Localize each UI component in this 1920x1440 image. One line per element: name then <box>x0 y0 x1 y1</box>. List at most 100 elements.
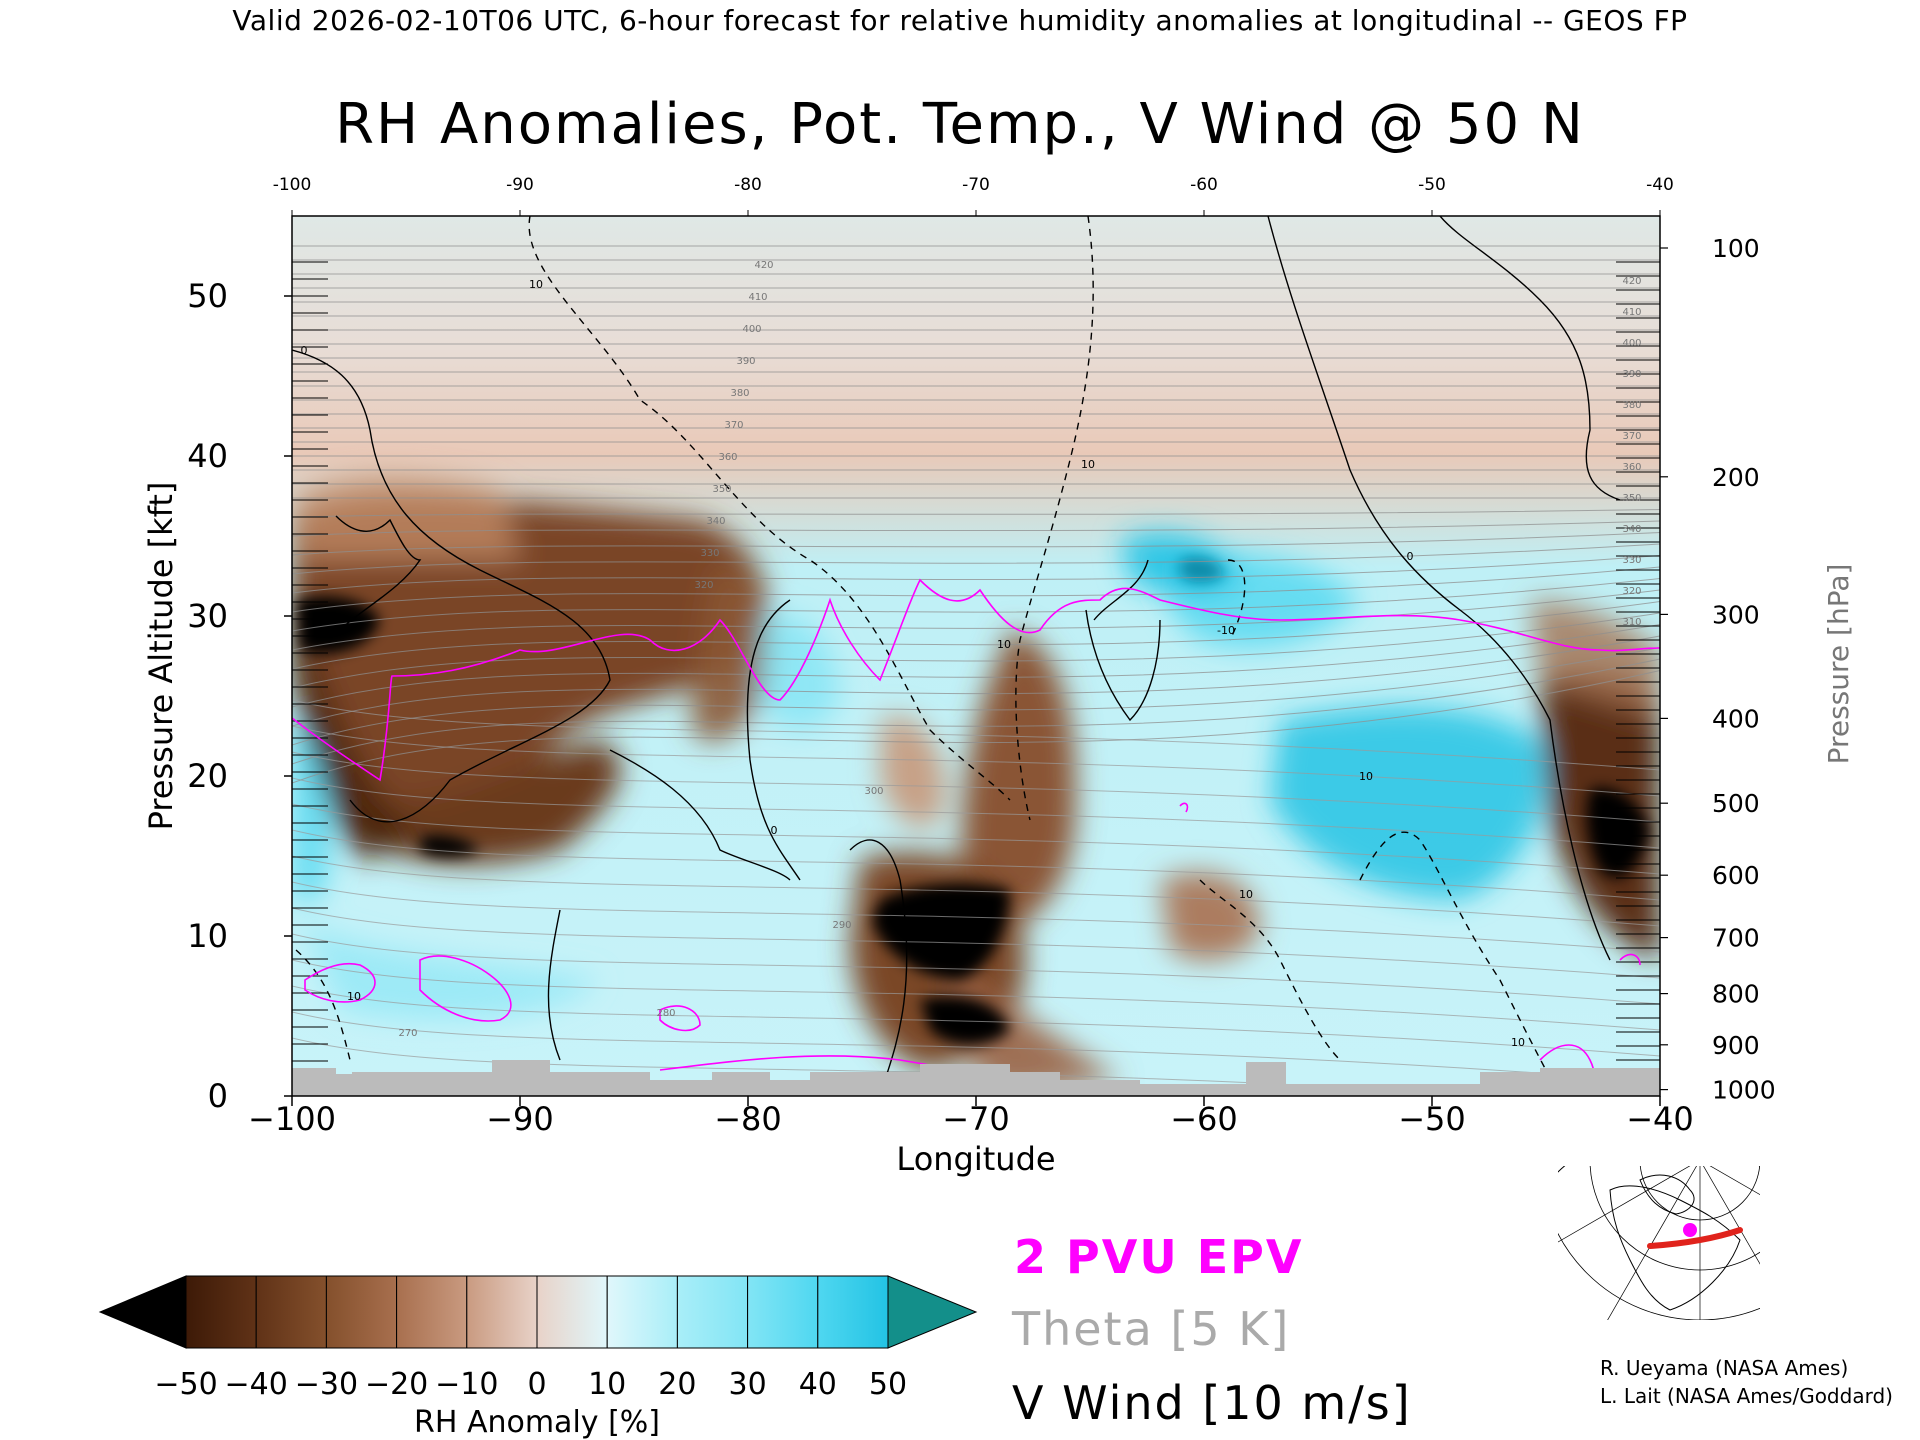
credits: R. Ueyama (NASA Ames) L. Lait (NASA Ames… <box>1600 1356 1893 1408</box>
theta-contours <box>292 245 1660 1096</box>
theta-line <box>292 578 1660 632</box>
theta-line <box>292 555 1660 594</box>
theta-line-lower <box>292 855 1660 927</box>
theta-label-left: 390 <box>736 356 755 367</box>
wind-contour-label: 10 <box>347 990 361 1003</box>
theta-line <box>292 658 1660 765</box>
theta-label-low: 290 <box>832 920 851 931</box>
wind-contour-dashed <box>1359 831 1561 1096</box>
location-inset-map <box>1558 1166 1760 1320</box>
wind-contour-zero <box>746 599 801 881</box>
y-tick-label: 50 <box>187 277 228 315</box>
colorbar: −50 −40 −30 −20 −10 0 10 20 30 40 50 <box>98 1275 978 1402</box>
plot-area <box>292 216 1660 1096</box>
legend-theta: Theta [5 K] <box>1012 1302 1291 1356</box>
y-tick-label: 20 <box>187 757 228 795</box>
theta-line-lower <box>292 699 1660 771</box>
theta-line-lower <box>292 777 1660 849</box>
theta-label-right: 380 <box>1622 400 1641 411</box>
x-top-tick-label: -70 <box>962 175 990 195</box>
theta-line <box>292 566 1660 613</box>
theta-label-low: 270 <box>398 1028 417 1039</box>
colorbar-tick-label: −40 <box>225 1367 288 1402</box>
wind-contour-zero <box>609 749 791 881</box>
wind-contour-label: 10 <box>997 638 1011 651</box>
rh-blob <box>292 720 331 900</box>
theta-line-lower <box>292 725 1660 797</box>
wind-contour-dashed <box>295 949 351 1061</box>
wind-contour-zero <box>1085 609 1161 722</box>
pressure-tick-label: 400 <box>1712 704 1760 733</box>
x-top-tick-label: -40 <box>1646 175 1674 195</box>
x-top-axis: -100 -90 -80 -70 -60 -50 -40 <box>273 175 1674 216</box>
rh-blob <box>880 716 946 828</box>
wind-contour-label: 0 <box>1407 550 1414 563</box>
inset-meridian <box>1607 1166 1697 1320</box>
colorbar-tick-label: −10 <box>435 1367 498 1402</box>
x-tick-label: −40 <box>1626 1100 1694 1138</box>
wind-contour-dashed <box>1015 216 1094 821</box>
x-top-tick-label: -100 <box>273 175 312 195</box>
x-tick-label: −80 <box>714 1100 782 1138</box>
pvu-line <box>304 962 376 1003</box>
colorbar-segment <box>466 1275 538 1349</box>
colorbar-segment <box>676 1275 749 1349</box>
wind-contour-zero <box>1439 216 1621 501</box>
theta-line-lower <box>292 907 1660 979</box>
pressure-tick-label: 200 <box>1712 463 1760 492</box>
rh-blob <box>1160 872 1260 961</box>
y-tick-label: 10 <box>187 917 228 955</box>
pvu-line <box>419 955 512 1022</box>
rh-blob <box>690 560 773 742</box>
y-tick-label: 0 <box>208 1077 228 1115</box>
theta-label-left: 330 <box>700 548 719 559</box>
colorbar-tick-label: 30 <box>729 1367 767 1402</box>
theta-line-lower <box>292 985 1660 1057</box>
theta-line <box>292 601 1660 670</box>
rh-blob <box>1270 706 1546 900</box>
y-tick-label: 30 <box>187 597 228 635</box>
theta-label-left: 420 <box>754 260 773 271</box>
pressure-tick-label: 800 <box>1712 980 1760 1009</box>
legend-v-wind: V Wind [10 m/s] <box>1012 1376 1412 1430</box>
legend-pvu: 2 PVU EPV <box>1014 1230 1304 1284</box>
wind-contour-zero <box>292 349 611 823</box>
theta-label-left: 370 <box>724 420 743 431</box>
inset-meridian <box>1703 1166 1760 1265</box>
colorbar-tick-label: 40 <box>799 1367 837 1402</box>
theta-label-right: 420 <box>1622 276 1641 287</box>
theta-line <box>292 543 1660 575</box>
colorbar-segment <box>185 1275 257 1349</box>
wind-contour-label: 0 <box>301 344 308 357</box>
forecast-header: Valid 2026-02-10T06 UTC, 6-hour forecast… <box>232 4 1688 37</box>
rh-blob <box>961 630 1076 932</box>
pvu-line <box>1179 802 1189 813</box>
wind-contour-label: 10 <box>529 278 543 291</box>
x-tick-label: −60 <box>1170 1100 1238 1138</box>
theta-label-right: 330 <box>1622 555 1641 566</box>
theta-line <box>292 670 1660 784</box>
theta-label-low: 300 <box>864 786 883 797</box>
theta-line <box>292 635 1660 727</box>
inset-section-marker <box>1683 1223 1697 1237</box>
x-tick-label: −50 <box>1398 1100 1466 1138</box>
colorbar-segment <box>325 1275 398 1349</box>
rh-blob <box>1180 556 1225 583</box>
colorbar-high-arrow <box>887 1275 978 1349</box>
theta-line <box>292 624 1660 708</box>
wind-contour-label: 10 <box>1511 1036 1525 1049</box>
theta-label-right: 400 <box>1622 338 1641 349</box>
theta-label-left: 400 <box>742 324 761 335</box>
wind-contour-labels: 0 0 0 -10 10 10 10 10 10 10 10 <box>301 278 1526 1049</box>
pressure-tick-label: 300 <box>1712 600 1760 629</box>
inset-coastline <box>1609 1185 1741 1311</box>
pressure-tick-label: 700 <box>1712 924 1760 953</box>
theta-label-right: 410 <box>1622 307 1641 318</box>
wind-contour-zero <box>1267 216 1611 961</box>
colorbar-tick-label: −30 <box>295 1367 358 1402</box>
theta-label-right: 350 <box>1622 493 1641 504</box>
colorbar-segment <box>396 1275 468 1349</box>
colorbar-segment <box>817 1275 889 1349</box>
pressure-tick-label: 900 <box>1712 1031 1760 1060</box>
theta-line <box>292 612 1660 689</box>
